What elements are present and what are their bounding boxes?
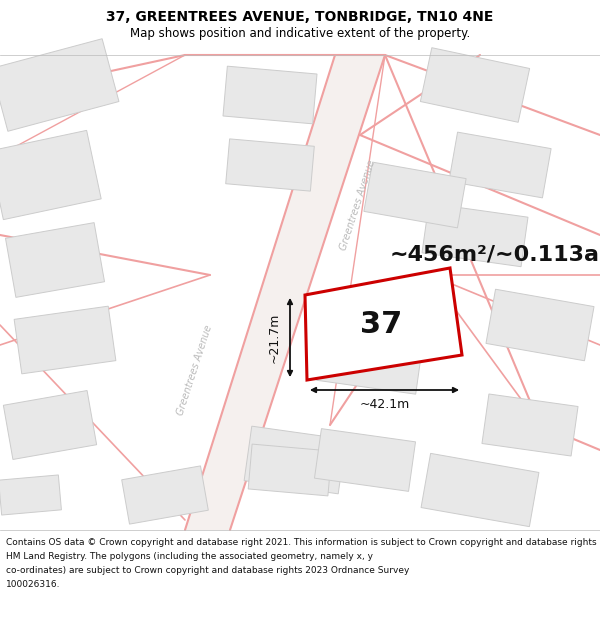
Polygon shape xyxy=(0,39,119,131)
Polygon shape xyxy=(0,131,101,219)
Text: Contains OS data © Crown copyright and database right 2021. This information is : Contains OS data © Crown copyright and d… xyxy=(6,538,600,547)
Polygon shape xyxy=(486,289,594,361)
Polygon shape xyxy=(421,48,530,122)
Polygon shape xyxy=(122,466,208,524)
Polygon shape xyxy=(364,162,466,228)
Polygon shape xyxy=(14,306,116,374)
Text: ~21.7m: ~21.7m xyxy=(268,312,281,362)
Polygon shape xyxy=(449,132,551,198)
Polygon shape xyxy=(226,139,314,191)
Text: Greentrees Avenue: Greentrees Avenue xyxy=(176,324,214,416)
Text: 100026316.: 100026316. xyxy=(6,580,61,589)
Polygon shape xyxy=(421,453,539,527)
Text: Greentrees Avenue: Greentrees Avenue xyxy=(338,159,377,251)
Text: 37, GREENTREES AVENUE, TONBRIDGE, TN10 4NE: 37, GREENTREES AVENUE, TONBRIDGE, TN10 4… xyxy=(106,10,494,24)
Polygon shape xyxy=(248,444,332,496)
Text: HM Land Registry. The polygons (including the associated geometry, namely x, y: HM Land Registry. The polygons (includin… xyxy=(6,552,373,561)
Polygon shape xyxy=(482,394,578,456)
Text: ~42.1m: ~42.1m xyxy=(359,399,410,411)
Text: Map shows position and indicative extent of the property.: Map shows position and indicative extent… xyxy=(130,28,470,41)
Polygon shape xyxy=(422,203,528,267)
Text: 37: 37 xyxy=(360,310,402,339)
Bar xyxy=(0,55,600,530)
Bar xyxy=(0,530,600,625)
Polygon shape xyxy=(4,391,97,459)
Polygon shape xyxy=(5,222,104,298)
Polygon shape xyxy=(314,429,416,491)
Polygon shape xyxy=(244,426,346,494)
Text: co-ordinates) are subject to Crown copyright and database rights 2023 Ordnance S: co-ordinates) are subject to Crown copyr… xyxy=(6,566,409,575)
Polygon shape xyxy=(0,475,61,515)
Polygon shape xyxy=(305,268,462,380)
Polygon shape xyxy=(223,66,317,124)
Polygon shape xyxy=(317,326,424,394)
Bar xyxy=(0,0,600,55)
Text: ~456m²/~0.113ac.: ~456m²/~0.113ac. xyxy=(390,245,600,265)
Polygon shape xyxy=(185,55,385,530)
